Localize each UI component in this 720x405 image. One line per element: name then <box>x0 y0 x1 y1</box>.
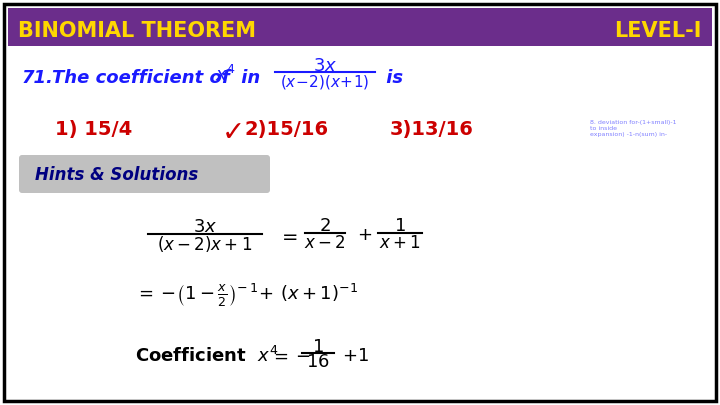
Text: $=$: $=$ <box>278 226 298 245</box>
Text: LEVEL-I: LEVEL-I <box>615 21 702 41</box>
Text: $2$: $2$ <box>319 217 331 235</box>
FancyBboxPatch shape <box>8 8 712 46</box>
FancyBboxPatch shape <box>4 4 716 401</box>
Text: $16$: $16$ <box>306 353 330 371</box>
Text: $x-2$: $x-2$ <box>304 234 346 252</box>
Text: is: is <box>380 69 403 87</box>
Text: 1) 15/4: 1) 15/4 <box>55 121 132 139</box>
Text: $x+1$: $x+1$ <box>379 234 421 252</box>
Text: 2)15/16: 2)15/16 <box>245 121 329 139</box>
Text: $3x$: $3x$ <box>193 218 217 236</box>
Text: 71.: 71. <box>22 69 54 87</box>
Text: $(x\!-\!2)(x\!+\!1)$: $(x\!-\!2)(x\!+\!1)$ <box>280 73 369 91</box>
Text: $3x$: $3x$ <box>313 57 337 75</box>
Text: BINOMIAL THEOREM: BINOMIAL THEOREM <box>18 21 256 41</box>
Text: 8. deviation for-(1+small)-1
to inside
expansion) -1-n(sum) in-: 8. deviation for-(1+small)-1 to inside e… <box>590 120 677 136</box>
Text: Hints & Solutions: Hints & Solutions <box>35 166 198 184</box>
Text: $+1$: $+1$ <box>342 347 369 365</box>
Text: $1$: $1$ <box>312 338 324 356</box>
Text: Coefficient  $x^4$: Coefficient $x^4$ <box>135 346 279 366</box>
Text: The coefficient of: The coefficient of <box>52 69 236 87</box>
Text: $x^4$: $x^4$ <box>215 65 236 85</box>
Text: ✓: ✓ <box>222 119 246 147</box>
Text: $+$: $+$ <box>357 226 372 244</box>
Text: in: in <box>235 69 260 87</box>
Text: $1$: $1$ <box>394 217 406 235</box>
Text: $= -$: $= -$ <box>270 347 311 365</box>
Text: 3)13/16: 3)13/16 <box>390 121 474 139</box>
FancyBboxPatch shape <box>19 155 270 193</box>
Text: $= -\!\left(1-\frac{x}{2}\right)^{\!-1}\!+\,(x+1)^{-1}$: $= -\!\left(1-\frac{x}{2}\right)^{\!-1}\… <box>135 281 358 309</box>
Text: $(x-2)x+1$: $(x-2)x+1$ <box>158 234 253 254</box>
